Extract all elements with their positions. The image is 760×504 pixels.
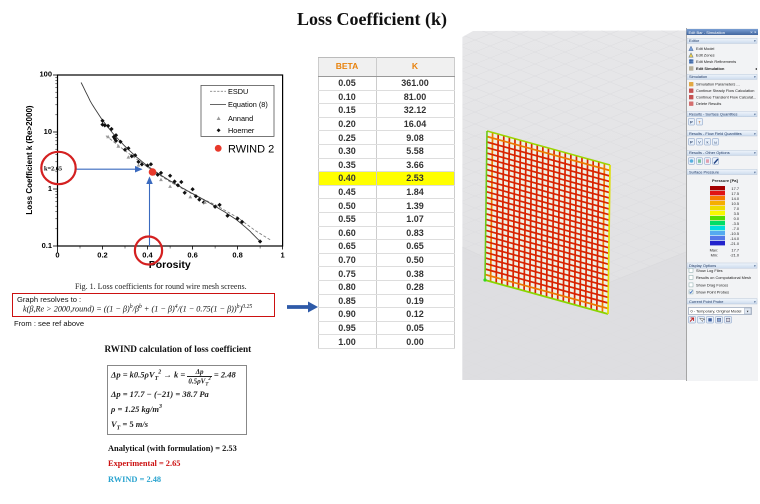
svg-text:Results - Surface Quantities: Results - Surface Quantities [689,112,737,117]
svg-text:k: k [707,140,709,145]
svg-text:10.5: 10.5 [731,201,739,206]
svg-text:Pressure [Pa]: Pressure [Pa] [712,178,738,183]
svg-text:RWIND 2: RWIND 2 [228,143,274,155]
svg-text:Results - Other Options: Results - Other Options [689,150,730,155]
svg-text:▾: ▾ [754,39,756,43]
svg-text:Continue Steady Flow Calculati: Continue Steady Flow Calculation [696,88,754,93]
svg-text:▾: ▾ [754,300,756,304]
svg-text:Show Log Files: Show Log Files [696,268,723,273]
svg-text:Show Drag Forces: Show Drag Forces [696,283,728,288]
svg-text:P: P [690,140,693,145]
svg-text:▾: ▾ [747,310,749,314]
svg-text:Loss Coefficient k (Re>2000): Loss Coefficient k (Re>2000) [25,105,34,214]
svg-text:ESDU: ESDU [228,87,248,96]
svg-text:▾: ▾ [754,151,756,155]
svg-text:Edit Zones: Edit Zones [696,53,715,58]
svg-text:14.0: 14.0 [731,196,739,201]
svg-text:◂: ◂ [755,67,757,71]
svg-text:17.7: 17.7 [731,186,739,191]
svg-text:Delete Results: Delete Results [696,101,721,106]
svg-text:0.2: 0.2 [97,251,107,260]
svg-text:✕ ⯈: ✕ ⯈ [750,31,757,35]
svg-text:0.0: 0.0 [734,216,740,221]
svg-text:Edit Model: Edit Model [696,46,715,51]
svg-text:ω: ω [714,140,717,145]
svg-text:-14.0: -14.0 [730,236,740,241]
svg-text:0.1: 0.1 [42,241,52,250]
svg-text:▾: ▾ [754,170,756,174]
svg-text:Hoerner: Hoerner [228,126,255,135]
svg-text:Current Point Probe: Current Point Probe [689,299,723,304]
svg-text:7.0: 7.0 [734,206,740,211]
svg-text:3.5: 3.5 [734,211,739,216]
svg-text:0.8: 0.8 [232,251,242,260]
svg-text:Simulation: Simulation [689,74,707,79]
svg-text:1: 1 [48,184,52,193]
svg-text:T: T [698,120,701,125]
svg-text:Max:: Max: [710,248,718,253]
svg-text:100: 100 [39,70,52,79]
svg-text:-7.0: -7.0 [732,226,740,231]
svg-text:0.4: 0.4 [142,251,153,260]
svg-text:k=2.65: k=2.65 [44,165,62,172]
svg-text:▾: ▾ [754,75,756,79]
svg-text:1: 1 [281,251,285,260]
svg-text:▾: ▾ [754,132,756,136]
svg-text:Editor: Editor [689,38,700,43]
svg-text:Results on Computational Mesh: Results on Computational Mesh [696,275,751,280]
svg-text:Equation (8): Equation (8) [228,100,268,109]
svg-text:P: P [690,120,693,125]
svg-text:Display Options: Display Options [689,263,716,268]
svg-text:Results - Flow Field Quantitie: Results - Flow Field Quantities [689,131,742,136]
svg-text:▾: ▾ [754,113,756,117]
svg-text:-3.5: -3.5 [732,221,739,226]
svg-text:Continue Transient Flow Calcul: Continue Transient Flow Calculat... [696,95,756,100]
svg-text:Edit Mesh Refinements: Edit Mesh Refinements [696,59,736,64]
svg-text:10: 10 [44,127,52,136]
svg-text:-10.5: -10.5 [730,231,739,236]
svg-text:Porosity: Porosity [149,259,191,271]
svg-text:Annand: Annand [228,114,253,123]
svg-text:-21.0: -21.0 [730,253,740,258]
svg-text:0 - Temporary, Original Model: 0 - Temporary, Original Model [691,309,742,314]
svg-text:17.7: 17.7 [731,248,739,253]
svg-text:Min:: Min: [711,253,718,258]
svg-text:Edit Simulation: Edit Simulation [696,66,725,71]
svg-text:Simulation Parameters ...: Simulation Parameters ... [696,82,740,87]
svg-text:Surface Pressure: Surface Pressure [689,169,719,174]
svg-text:Edit Bar - Simulation: Edit Bar - Simulation [689,30,725,35]
svg-text:Show Point Probes: Show Point Probes [696,290,729,295]
svg-text:17.5: 17.5 [731,191,739,196]
svg-text:0: 0 [55,251,59,260]
svg-text:0.6: 0.6 [187,251,197,260]
svg-text:-21.0: -21.0 [730,241,740,246]
svg-text:▾: ▾ [754,264,756,268]
svg-text:V: V [698,140,701,145]
